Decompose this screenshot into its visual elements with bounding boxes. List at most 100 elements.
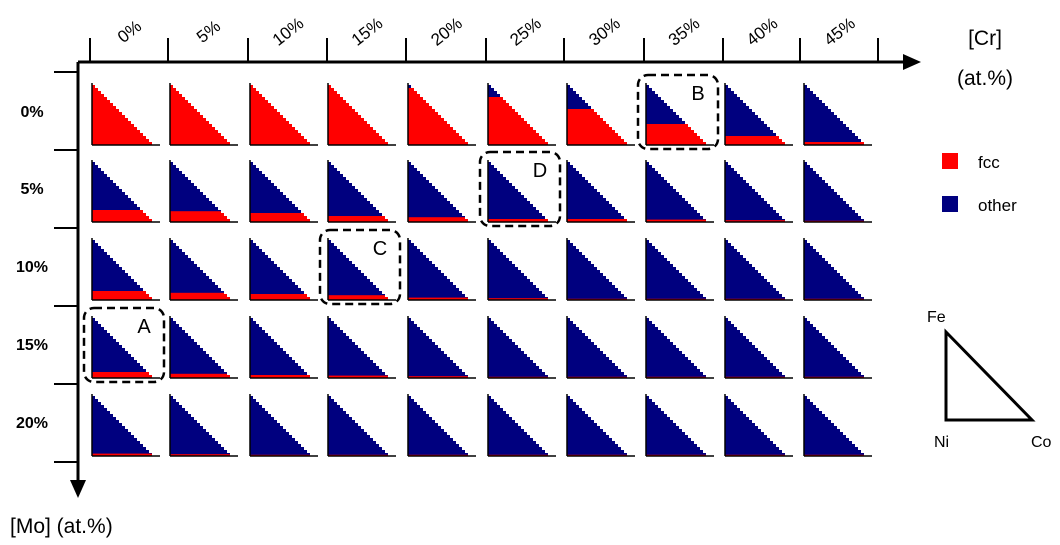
cr-tick-label: 30% bbox=[585, 14, 624, 50]
phase-map-cell bbox=[91, 394, 160, 457]
other-phase-region bbox=[170, 396, 230, 456]
mo-axis-title: [Mo] (at.%) bbox=[10, 515, 113, 538]
phase-map-cell bbox=[327, 160, 396, 223]
fcc-phase-region bbox=[170, 211, 230, 222]
other-phase-region bbox=[92, 162, 152, 222]
ternary-key-fe: Fe bbox=[927, 309, 946, 326]
cr-tick-label: 25% bbox=[506, 14, 545, 50]
other-phase-region bbox=[567, 240, 627, 300]
fcc-phase-region bbox=[646, 219, 706, 222]
phase-map-cell bbox=[645, 83, 714, 146]
phase-map-cell bbox=[327, 83, 396, 146]
cr-axis-title-line1: [Cr] bbox=[968, 27, 1002, 50]
highlight-box bbox=[478, 150, 562, 228]
other-phase-region bbox=[408, 318, 468, 378]
highlight-label: C bbox=[373, 238, 387, 260]
other-phase-region bbox=[408, 240, 468, 300]
fcc-phase-region bbox=[488, 97, 548, 145]
cr-tick-label: 15% bbox=[348, 14, 387, 50]
other-phase-region bbox=[725, 396, 785, 456]
phase-map-cell bbox=[327, 394, 396, 457]
phase-map-cell bbox=[487, 394, 556, 457]
other-phase-region bbox=[328, 396, 388, 456]
other-phase-region bbox=[646, 396, 706, 456]
phase-map-cell bbox=[487, 83, 556, 146]
phase-map-cell bbox=[407, 160, 476, 223]
phase-map-cell bbox=[645, 394, 714, 457]
mo-tick-label: 15% bbox=[16, 337, 48, 354]
fcc-phase-region bbox=[250, 85, 310, 145]
phase-map-cell bbox=[566, 316, 635, 379]
other-phase-region bbox=[804, 85, 864, 145]
fcc-phase-region bbox=[804, 142, 864, 145]
phase-map-cell bbox=[487, 238, 556, 301]
other-phase-region bbox=[725, 318, 785, 378]
fcc-phase-region bbox=[92, 372, 152, 378]
ternary-key-co: Co bbox=[1031, 434, 1052, 451]
other-phase-region bbox=[646, 240, 706, 300]
other-phase-region bbox=[328, 240, 388, 300]
other-phase-region bbox=[488, 396, 548, 456]
other-phase-region bbox=[646, 162, 706, 222]
ternary-key-ni: Ni bbox=[934, 434, 949, 451]
mo-axis-arrowhead bbox=[70, 480, 86, 498]
phase-map-cell bbox=[566, 160, 635, 223]
fcc-phase-region bbox=[92, 453, 152, 456]
other-phase-region bbox=[804, 240, 864, 300]
fcc-phase-region bbox=[250, 213, 310, 222]
phase-map-grid bbox=[91, 83, 872, 457]
phase-map-cell bbox=[566, 238, 635, 301]
fcc-phase-region bbox=[250, 294, 310, 300]
other-phase-region bbox=[725, 162, 785, 222]
cr-tick-label: 45% bbox=[820, 14, 859, 50]
fcc-phase-region bbox=[567, 109, 627, 145]
highlight-group: A B C D bbox=[82, 73, 720, 384]
fcc-phase-region bbox=[92, 210, 152, 222]
other-phase-region bbox=[250, 318, 310, 378]
fcc-phase-region bbox=[567, 219, 627, 222]
phase-map-cell bbox=[327, 316, 396, 379]
highlight-label: D bbox=[533, 160, 547, 182]
fcc-phase-region bbox=[170, 292, 230, 300]
fcc-phase-region bbox=[408, 297, 468, 300]
other-phase-region bbox=[488, 240, 548, 300]
fcc-phase-region bbox=[170, 454, 230, 456]
ternary-key-triangle bbox=[944, 328, 1036, 422]
cr-tick-label: 40% bbox=[743, 14, 782, 50]
phase-map-cell bbox=[645, 316, 714, 379]
phase-map-cell bbox=[407, 316, 476, 379]
cr-tick-group: 0% 5% 10% 15% 20% 25% 30% 35% 40% 45% bbox=[89, 14, 879, 62]
other-phase-region bbox=[725, 85, 785, 145]
phase-map-cell bbox=[169, 316, 238, 379]
highlight-box bbox=[636, 73, 720, 151]
other-phase-region bbox=[804, 318, 864, 378]
phase-map-cell bbox=[249, 160, 318, 223]
fcc-phase-region bbox=[328, 295, 388, 300]
ternary-key: Fe Ni Co bbox=[927, 309, 1052, 451]
other-phase-region bbox=[250, 162, 310, 222]
phase-map-cell bbox=[803, 238, 872, 301]
phase-map-cell bbox=[803, 160, 872, 223]
fcc-phase-region bbox=[170, 373, 230, 378]
other-phase-region bbox=[408, 162, 468, 222]
cr-tick-label: 0% bbox=[114, 17, 145, 47]
phase-map-cell bbox=[566, 394, 635, 457]
other-phase-region bbox=[804, 396, 864, 456]
fcc-phase-region bbox=[250, 375, 310, 378]
other-phase-region bbox=[567, 396, 627, 456]
fcc-phase-region bbox=[646, 124, 706, 145]
fcc-phase-region bbox=[328, 375, 388, 378]
fcc-phase-region bbox=[725, 136, 785, 145]
legend: fcc other bbox=[942, 153, 1017, 215]
other-phase-region bbox=[250, 240, 310, 300]
legend-label-other: other bbox=[978, 196, 1017, 215]
other-phase-region bbox=[567, 162, 627, 222]
phase-map-cell bbox=[487, 160, 556, 223]
phase-map-cell bbox=[645, 160, 714, 223]
cr-tick-label: 35% bbox=[665, 14, 704, 50]
other-phase-region bbox=[170, 318, 230, 378]
other-phase-region bbox=[250, 396, 310, 456]
phase-map-cell bbox=[487, 316, 556, 379]
other-phase-region bbox=[725, 240, 785, 300]
